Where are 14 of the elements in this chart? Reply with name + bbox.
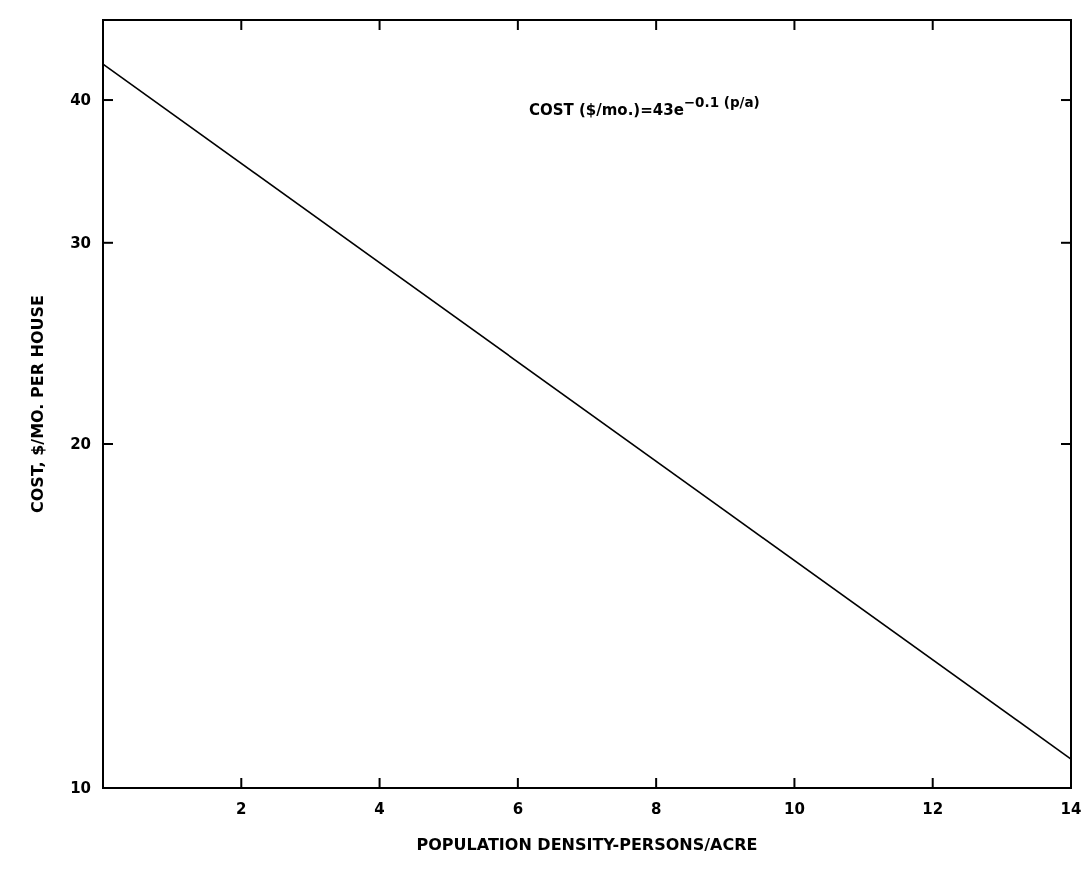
x-tick-label: 4 <box>374 800 385 818</box>
x-tick-label: 8 <box>650 800 662 818</box>
annotation: COST ($/mo.)=43e$^{−0.1 (p/a)}$ <box>528 93 760 119</box>
x-axis-title: POPULATION DENSITY-PERSONS/ACRE <box>416 835 758 854</box>
x-tick-label: 12 <box>922 800 944 818</box>
y-tick-label: 30 <box>70 233 91 252</box>
y-tick-label: 40 <box>70 91 91 110</box>
x-tick-label: 6 <box>512 800 524 818</box>
x-tick-label: 14 <box>1060 800 1082 818</box>
x-tick-label: 2 <box>236 800 247 818</box>
y-tick-label: 20 <box>70 435 91 454</box>
x-tick-label: 10 <box>783 800 805 818</box>
y-tick-label: 10 <box>70 779 91 797</box>
y-axis-title: COST, $/MO. PER HOUSE <box>28 295 47 513</box>
